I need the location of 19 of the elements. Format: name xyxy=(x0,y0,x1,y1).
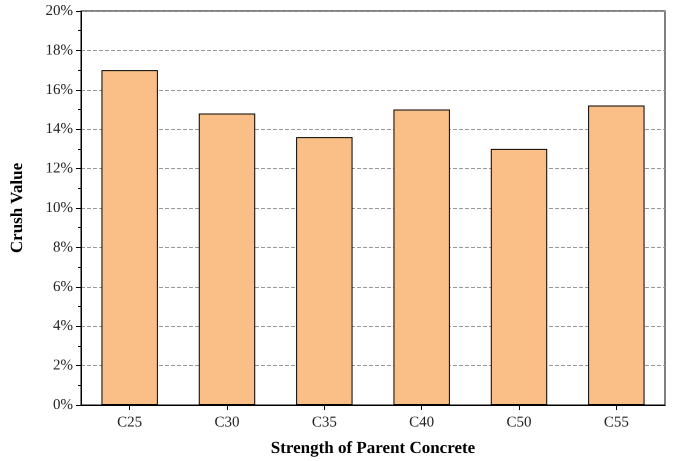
x-axis-title: Strength of Parent Concrete xyxy=(270,438,476,457)
y-axis-title: Crush Value xyxy=(7,162,26,254)
x-tick-label: C35 xyxy=(312,414,337,430)
y-tick-label: 14% xyxy=(46,121,73,138)
x-tick-label: C55 xyxy=(604,414,629,430)
y-tick-label: 20% xyxy=(46,3,73,19)
x-tick-label: C25 xyxy=(117,414,142,430)
y-tick-label: 10% xyxy=(46,200,73,216)
x-tick-label: C50 xyxy=(506,414,532,430)
y-tick-label: 4% xyxy=(53,318,73,334)
y-tick-label: 12% xyxy=(46,160,73,177)
y-tick-label: 18% xyxy=(46,42,73,58)
y-tick-label: 8% xyxy=(53,239,73,256)
y-tick-label: 2% xyxy=(53,358,73,374)
x-tick-label: C40 xyxy=(409,414,434,430)
y-tick-label: 16% xyxy=(46,82,73,98)
y-tick-label: 0% xyxy=(53,397,73,413)
y-tick-label: 6% xyxy=(53,278,73,295)
x-tick-label: C30 xyxy=(214,414,240,430)
